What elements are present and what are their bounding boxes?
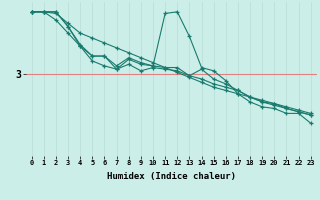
X-axis label: Humidex (Indice chaleur): Humidex (Indice chaleur) (107, 172, 236, 181)
